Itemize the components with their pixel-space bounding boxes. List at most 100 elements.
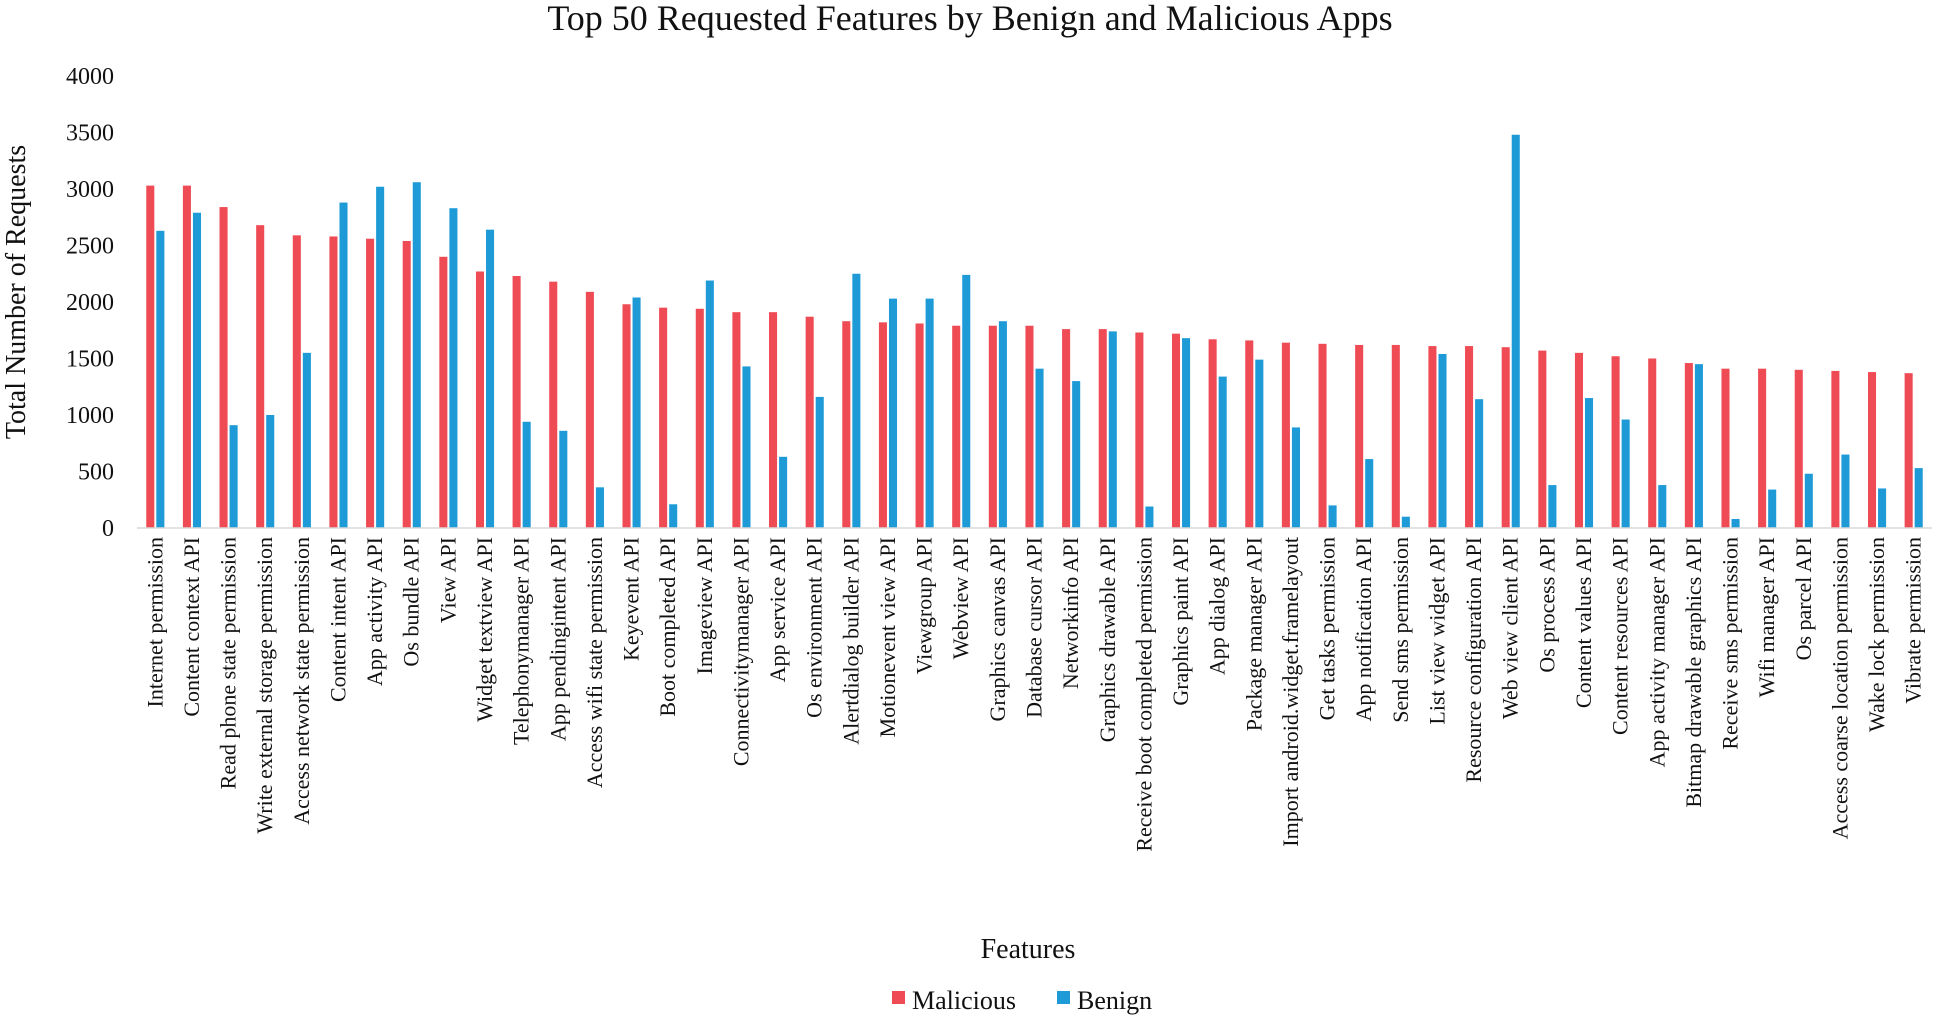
x-tick-label: Widget textview API (472, 537, 497, 722)
x-tick-label: Viewgroup API (912, 537, 937, 674)
bar-benign (1072, 381, 1081, 528)
y-tick-label: 2500 (66, 234, 114, 260)
bar-malicious (512, 276, 521, 528)
x-tick-label: Get tasks permission (1315, 537, 1340, 720)
bar-benign (925, 298, 934, 528)
bar-malicious (549, 281, 558, 528)
x-tick-label: App notification API (1351, 537, 1376, 722)
x-tick-label: List view widget API (1424, 537, 1449, 725)
x-tick-label: Write external storage permission (252, 537, 277, 834)
bar-benign (486, 229, 495, 528)
x-tick-label: Webview API (948, 537, 973, 659)
bar-malicious (146, 185, 155, 529)
legend-label-benign: Benign (1077, 986, 1152, 1015)
bar-benign (1255, 359, 1264, 528)
bar-benign (1145, 506, 1154, 528)
x-tick-label: Graphics paint API (1168, 537, 1193, 706)
y-axis-ticks: 0 500 1000 1500 2000 2500 3000 3500 4000 (66, 64, 114, 542)
x-tick-label: Access network state permission (289, 537, 314, 825)
bar-malicious (1135, 332, 1144, 528)
bar-malicious (878, 322, 887, 528)
x-tick-label: Receive boot completed permission (1131, 537, 1156, 852)
bar-benign (595, 487, 604, 528)
bar-malicious (1501, 347, 1510, 528)
bar-malicious (1831, 370, 1840, 528)
bar-malicious (1025, 325, 1034, 528)
legend-swatch-benign (1057, 991, 1070, 1004)
x-tick-label: App activity API (362, 537, 387, 686)
bar-malicious (1098, 329, 1107, 528)
bar-malicious (475, 271, 485, 528)
bar-malicious (988, 325, 997, 528)
bar-benign (888, 298, 898, 528)
x-tick-label: Vibrate permission (1901, 537, 1926, 704)
bar-benign (1475, 399, 1484, 528)
bar-malicious (1574, 352, 1583, 528)
legend-swatch-malicious (892, 991, 905, 1004)
x-tick-label: Content intent API (325, 537, 350, 702)
x-tick-label: Read phone state permission (216, 537, 241, 789)
bar-benign (632, 297, 641, 528)
bar-malicious (366, 238, 375, 528)
x-tick-label: Content context API (179, 537, 204, 717)
bar-benign (815, 396, 824, 528)
bar-benign (1035, 368, 1044, 528)
bar-malicious (439, 256, 448, 528)
x-axis-ticks: Internet permission Content context API Re… (142, 537, 1925, 852)
bar-malicious (292, 235, 301, 528)
x-tick-label: Access wifi state permission (582, 537, 607, 788)
bar-malicious (256, 225, 265, 528)
bar-malicious (1721, 368, 1730, 528)
x-tick-label: Database cursor API (1022, 537, 1047, 718)
bar-malicious (1391, 344, 1400, 528)
bar-malicious (1758, 368, 1767, 528)
x-tick-label: Connectivitymanager API (728, 537, 753, 766)
x-tick-label: Graphics canvas API (985, 537, 1010, 722)
bar-malicious (695, 308, 704, 528)
y-tick-label: 2000 (66, 290, 114, 316)
x-tick-label: Content values API (1571, 537, 1596, 708)
x-tick-label: App service API (765, 537, 790, 682)
legend-label-malicious: Malicious (912, 986, 1016, 1015)
bar-benign (559, 430, 568, 528)
bar-malicious (622, 304, 631, 528)
bar-benign (156, 230, 165, 528)
bar-malicious (1281, 342, 1290, 528)
bar-benign (998, 321, 1007, 528)
bar-malicious (842, 321, 851, 528)
bar-benign (1291, 427, 1300, 528)
bar-malicious (1538, 350, 1547, 528)
bar-malicious (952, 325, 961, 528)
chart-title: Top 50 Requested Features by Benign and … (547, 0, 1392, 38)
bar-malicious (915, 323, 924, 528)
bar-malicious (1062, 329, 1071, 528)
bar-malicious (1794, 369, 1803, 528)
bar-benign (302, 352, 311, 528)
bar-malicious (659, 307, 668, 528)
y-tick-label: 0 (102, 516, 114, 542)
bar-benign (1621, 419, 1630, 528)
x-tick-label: Import android.widget.framelayout (1278, 537, 1303, 847)
x-tick-label: Networkinfo API (1058, 537, 1083, 689)
y-tick-label: 1000 (66, 403, 114, 429)
x-tick-label: Graphics drawable API (1095, 537, 1120, 742)
bar-malicious (1904, 373, 1913, 528)
y-axis-label: Total Number of Requests (1, 145, 32, 439)
bar-benign (1328, 505, 1337, 528)
bar-malicious (1245, 340, 1254, 528)
bar-malicious (219, 207, 228, 528)
bar-benign (1731, 518, 1740, 528)
x-tick-label: Keyevent API (619, 537, 644, 661)
x-tick-label: Internet permission (142, 537, 167, 707)
bar-benign (1878, 488, 1887, 528)
x-tick-label: Imageview API (692, 537, 717, 674)
bar-benign (1511, 134, 1520, 528)
bar-benign (229, 425, 238, 528)
bar-malicious (1208, 339, 1217, 528)
bar-benign (1768, 489, 1777, 528)
y-tick-label: 1500 (66, 347, 114, 373)
bar-benign (339, 202, 348, 528)
x-tick-label: Content resources API (1608, 537, 1633, 735)
bar-benign (705, 280, 714, 528)
bar-benign (1108, 331, 1117, 528)
